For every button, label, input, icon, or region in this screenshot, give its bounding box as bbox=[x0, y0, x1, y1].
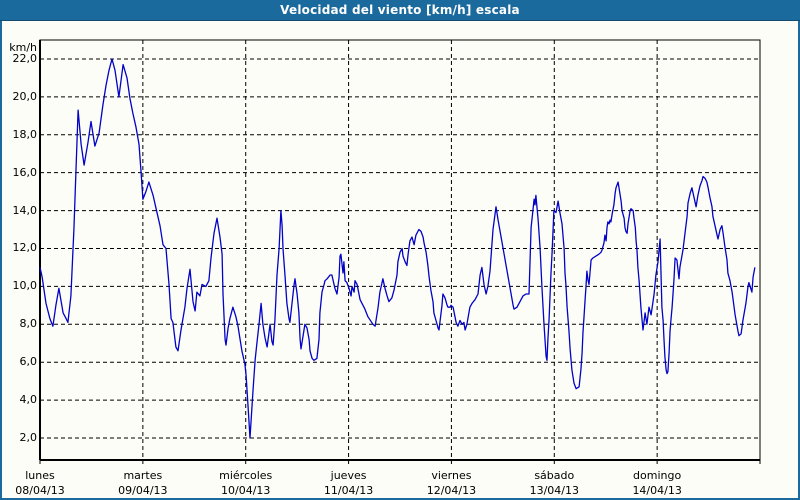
day-name: domingo bbox=[633, 469, 682, 482]
y-axis-tick-label: 16,0 bbox=[12, 165, 38, 179]
day-name: martes bbox=[123, 469, 163, 482]
y-axis-unit-label: km/h bbox=[9, 41, 37, 54]
day-name: jueves bbox=[330, 469, 367, 482]
y-axis-tick-label: 18,0 bbox=[12, 127, 38, 141]
day-date: 09/04/13 bbox=[118, 484, 168, 497]
day-name: viernes bbox=[431, 469, 472, 482]
day-name: miércoles bbox=[219, 469, 273, 482]
x-axis-day-label: miércoles 10/04/13 bbox=[219, 468, 272, 498]
y-axis-tick-label: 8,0 bbox=[19, 317, 38, 331]
y-axis-tick-label: 2,0 bbox=[19, 431, 38, 444]
x-axis-day-label: sábado 13/04/13 bbox=[530, 468, 579, 498]
x-axis-day-label: jueves 11/04/13 bbox=[324, 468, 373, 498]
day-date: 11/04/13 bbox=[323, 484, 374, 497]
day-date: 08/04/13 bbox=[15, 484, 65, 497]
y-axis-tick-label: 22,0 bbox=[12, 51, 38, 65]
wind-speed-line bbox=[39, 58, 756, 439]
titlebar: Velocidad del viento [km/h] escala bbox=[0, 0, 800, 21]
y-axis-tick-label: 4,0 bbox=[19, 393, 38, 407]
day-date: 13/04/13 bbox=[529, 484, 579, 497]
x-axis-day-label: domingo 14/04/13 bbox=[632, 468, 681, 498]
day-date: 12/04/13 bbox=[426, 484, 477, 497]
x-axis-day-label: martes 09/04/13 bbox=[118, 468, 167, 498]
plot-border bbox=[39, 39, 761, 461]
y-axis-tick-label: 10,0 bbox=[12, 279, 38, 293]
window-title: Velocidad del viento [km/h] escala bbox=[280, 3, 520, 17]
day-name: lunes bbox=[25, 469, 55, 482]
x-axis-day-label: lunes 08/04/13 bbox=[15, 468, 64, 498]
y-axis-tick-label: 14,0 bbox=[12, 203, 38, 217]
day-name: sábado bbox=[534, 469, 575, 482]
y-axis-tick-label: 20,0 bbox=[12, 89, 38, 103]
x-axis-day-label: viernes 12/04/13 bbox=[427, 468, 476, 498]
day-date: 10/04/13 bbox=[221, 484, 271, 497]
y-axis-tick-label: 6,0 bbox=[19, 355, 38, 369]
day-date: 14/04/13 bbox=[632, 484, 682, 497]
y-axis-tick-label: 12,0 bbox=[12, 241, 38, 255]
